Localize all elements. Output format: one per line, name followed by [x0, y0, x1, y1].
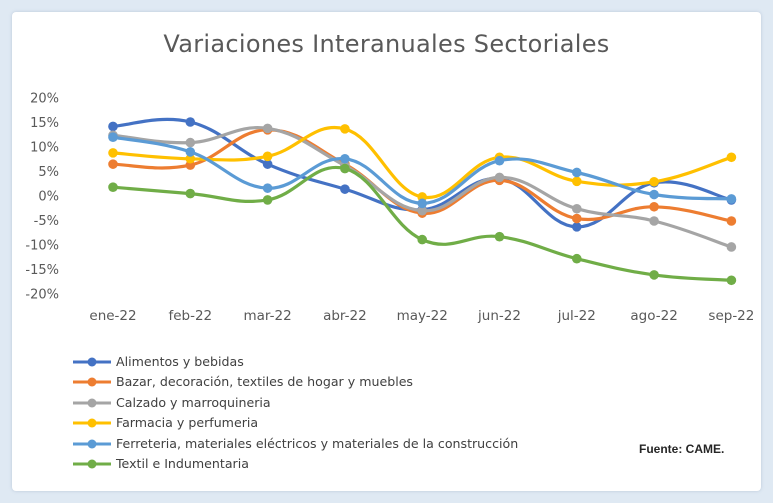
- legend-swatch: [73, 418, 111, 428]
- series-6: [108, 163, 737, 286]
- data-point: [726, 242, 737, 252]
- legend-label: Ferreteria, materiales eléctricos y mate…: [116, 435, 519, 451]
- x-tick-label: ene-22: [89, 308, 136, 324]
- data-point: [572, 213, 582, 224]
- x-tick-label: feb-22: [168, 308, 212, 324]
- y-tick-label: -15%: [25, 263, 59, 278]
- legend-swatch: [73, 398, 111, 408]
- series-4: [108, 124, 737, 202]
- legend-swatch: [73, 439, 111, 449]
- data-point: [340, 184, 350, 194]
- series-5: [108, 132, 737, 209]
- data-point: [572, 253, 582, 264]
- data-point: [262, 151, 273, 162]
- series-layer: [108, 117, 737, 286]
- legend-label: Calzado y marroquineria: [116, 394, 271, 410]
- data-point: [572, 203, 582, 214]
- data-point: [108, 159, 118, 169]
- y-tick-label: -20%: [25, 288, 59, 303]
- data-point: [108, 132, 118, 142]
- y-tick-label: 10%: [30, 141, 59, 156]
- legend-label: Textil e Indumentaria: [116, 455, 249, 471]
- data-point: [108, 148, 118, 158]
- data-point: [417, 234, 428, 245]
- x-tick-label: mar-22: [244, 308, 292, 324]
- data-point: [572, 167, 582, 178]
- data-point: [262, 195, 273, 205]
- x-tick-label: sep-22: [708, 308, 754, 324]
- data-point: [649, 270, 659, 280]
- y-tick-label: -5%: [34, 214, 59, 229]
- data-point: [417, 205, 428, 216]
- data-point: [185, 147, 196, 157]
- data-point: [649, 189, 659, 200]
- y-axis: 20% 15% 10% 5% 0% -5% -10% -15% -20%: [25, 92, 59, 303]
- data-point: [262, 159, 273, 169]
- legend-label: Alimentos y bebidas: [116, 354, 244, 369]
- data-point: [262, 183, 273, 193]
- data-point: [340, 153, 350, 164]
- x-tick-label: may-22: [397, 308, 448, 324]
- data-point: [726, 152, 737, 163]
- x-tick-label: jun-22: [477, 308, 521, 324]
- y-tick-label: 5%: [38, 165, 59, 180]
- data-point: [185, 188, 196, 199]
- chart-title: Variaciones Interanuales Sectoriales: [163, 30, 610, 58]
- data-point: [494, 231, 505, 242]
- data-point: [726, 194, 737, 204]
- x-tick-label: ago-22: [630, 308, 677, 324]
- data-point: [417, 198, 428, 209]
- data-point: [185, 117, 196, 127]
- x-tick-label: abr-22: [323, 308, 367, 324]
- x-tick-label: jul-22: [557, 308, 596, 324]
- legend-label: Farmacia y perfumeria: [116, 415, 259, 431]
- y-tick-label: 15%: [30, 116, 59, 131]
- y-tick-label: -10%: [25, 239, 59, 254]
- data-point: [494, 172, 505, 183]
- data-point: [726, 216, 737, 226]
- x-axis: ene-22 feb-22 mar-22 abr-22 may-22 jun-22 jul-…: [89, 308, 754, 324]
- data-point: [108, 182, 118, 192]
- data-point: [185, 153, 196, 164]
- legend-swatch: [73, 459, 111, 469]
- data-point: [340, 163, 350, 174]
- data-point: [262, 123, 273, 134]
- data-point: [726, 275, 737, 286]
- y-tick-label: 20%: [30, 92, 59, 107]
- data-point: [649, 176, 659, 187]
- data-point: [572, 222, 582, 232]
- data-point: [340, 124, 350, 134]
- source-note: Fuente: CAME.: [639, 442, 725, 456]
- legend-swatch: [73, 377, 111, 387]
- y-tick-label: 0%: [38, 190, 59, 205]
- data-point: [108, 121, 118, 132]
- data-point: [649, 201, 659, 212]
- data-point: [649, 216, 659, 226]
- legend-label: Bazar, decoración, textiles de hogar y m…: [116, 374, 413, 390]
- data-point: [185, 137, 196, 148]
- legend-swatch: [73, 357, 111, 367]
- chart-card: [12, 12, 761, 491]
- data-point: [572, 176, 582, 187]
- data-point: [494, 155, 505, 166]
